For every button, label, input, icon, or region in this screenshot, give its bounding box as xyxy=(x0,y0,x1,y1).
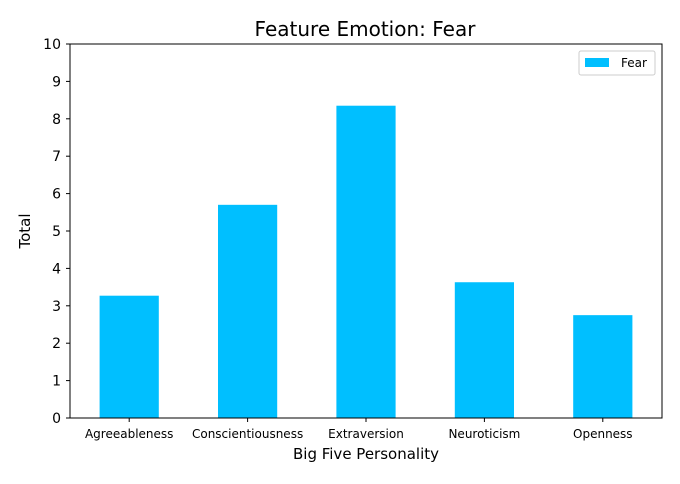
y-tick-label: 2 xyxy=(52,336,61,352)
y-tick-label: 4 xyxy=(52,261,61,277)
bars-group xyxy=(99,105,633,419)
x-tick-label: Neuroticism xyxy=(448,427,520,441)
bar-neuroticism xyxy=(454,282,514,418)
legend-swatch xyxy=(585,58,609,67)
y-tick-label: 7 xyxy=(52,149,61,165)
x-tick-label: Openness xyxy=(573,427,633,441)
chart-title: Feature Emotion: Fear xyxy=(255,17,477,41)
legend-box xyxy=(578,50,656,76)
y-tick-label: 6 xyxy=(52,187,61,203)
y-tick-label: 1 xyxy=(52,374,61,390)
legend-label-fear: Fear xyxy=(621,56,647,70)
y-axis-label: Total xyxy=(16,213,34,249)
bar-openness xyxy=(573,315,633,418)
y-tick-label: 9 xyxy=(52,74,61,90)
bar-conscientiousness xyxy=(218,204,278,418)
bar-extraversion xyxy=(336,105,396,419)
y-tick-label: 8 xyxy=(52,112,61,128)
x-tick-label: Extraversion xyxy=(328,427,404,441)
x-tick-label: Agreeableness xyxy=(85,427,173,441)
y-tick-label: 0 xyxy=(52,411,61,427)
y-tick-label: 3 xyxy=(52,299,61,315)
plot-frame xyxy=(69,43,663,419)
x-tick-label: Conscientiousness xyxy=(192,427,303,441)
legend: Fear xyxy=(578,50,656,76)
bar-agreeableness xyxy=(99,295,159,418)
x-axis: Agreeableness Conscientiousness Extraversi… xyxy=(85,418,633,441)
y-axis: 0 1 2 3 4 5 6 7 8 9 10 xyxy=(43,37,70,427)
y-tick-label: 5 xyxy=(52,224,61,240)
x-axis-label: Big Five Personality xyxy=(293,445,439,463)
y-tick-label: 10 xyxy=(43,37,61,53)
